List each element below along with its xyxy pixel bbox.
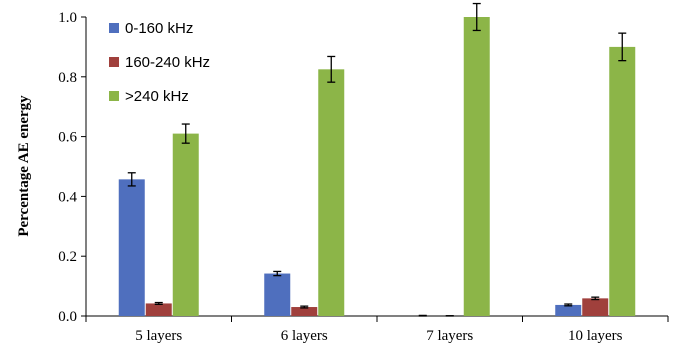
bar [555, 304, 582, 316]
legend-label: 0-160 kHz [125, 20, 193, 37]
x-tick-label: 10 layers [568, 328, 623, 344]
x-axis: 5 layers 6 layers 7 layers 10 layers [85, 315, 669, 344]
legend-swatch [109, 91, 119, 101]
bar [291, 307, 318, 316]
legend-swatch [109, 23, 119, 33]
y-tick-label: 0.0 [58, 309, 77, 325]
legend-label: >240 kHz [125, 88, 189, 105]
y-tick-label: 1.0 [58, 10, 77, 26]
bar [463, 17, 490, 316]
y-tick-label: 0.2 [58, 249, 77, 265]
bar [582, 298, 609, 316]
x-tick-label: 7 layers [426, 328, 473, 344]
legend-label: 160-240 kHz [125, 54, 210, 71]
bar [264, 273, 291, 316]
y-axis-label: Percentage AE energy [16, 95, 32, 237]
bar [172, 133, 199, 316]
y-tick-label: 0.8 [58, 70, 77, 86]
y-tick-label: 0.6 [58, 130, 77, 146]
x-tick-label: 6 layers [281, 328, 328, 344]
legend-swatch [109, 57, 119, 67]
bar [609, 46, 636, 317]
bars [118, 2, 636, 317]
x-tick-label: 5 layers [135, 328, 182, 344]
bar [145, 303, 172, 316]
legend: 0-160 kHz 160-240 kHz >240 kHz [109, 20, 210, 105]
bar [318, 69, 345, 316]
y-tick-label: 0.4 [58, 189, 77, 205]
y-axis: 0.0 0.2 0.4 0.6 0.8 1.0 [58, 10, 87, 325]
bar [118, 179, 145, 316]
